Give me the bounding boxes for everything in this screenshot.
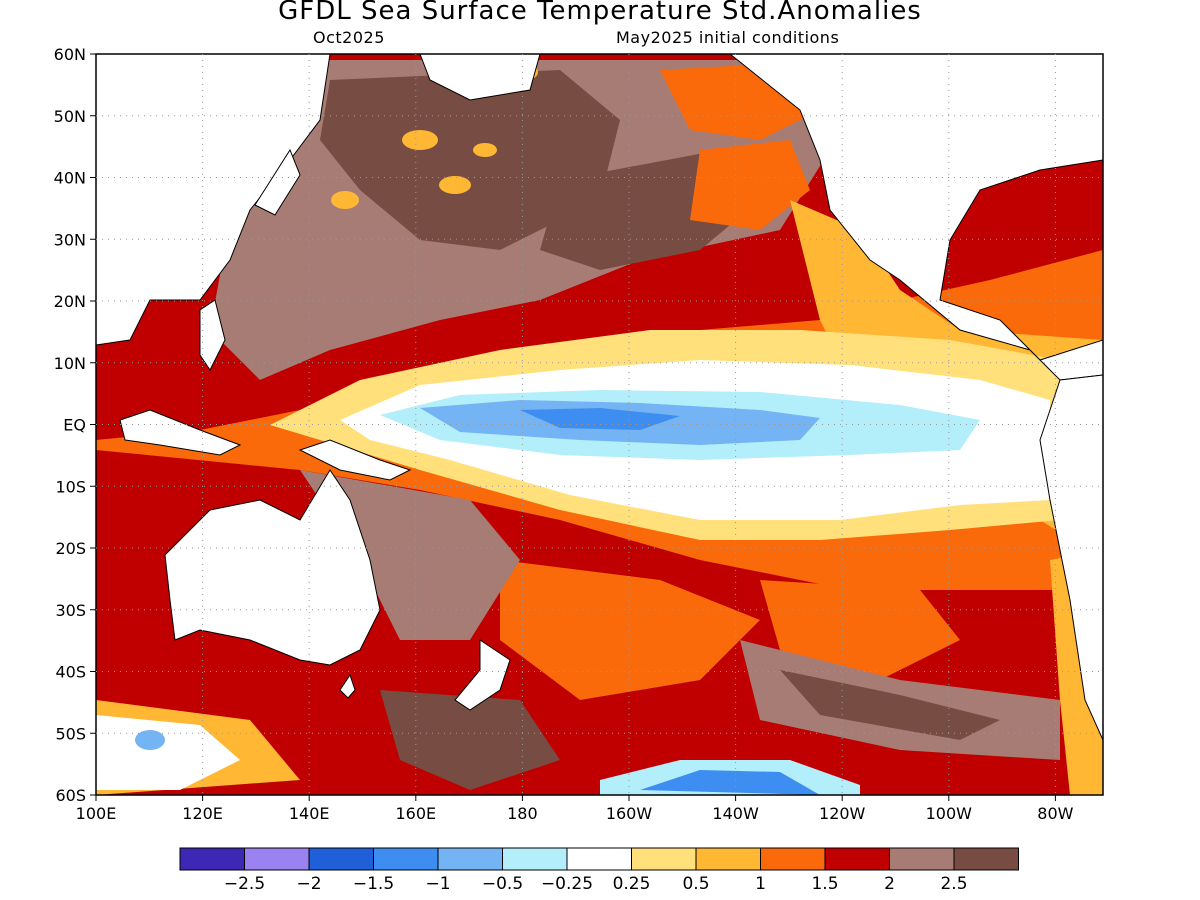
- colorbar-swatch: [631, 847, 697, 871]
- colorbar-swatch: [760, 847, 826, 871]
- colorbar-swatch: [695, 847, 761, 871]
- colorbar-swatch: [437, 847, 503, 871]
- longitude-label: 120E: [182, 804, 223, 823]
- colorbar-label: −1: [425, 874, 450, 894]
- latitude-label: 10N: [54, 354, 86, 373]
- latitude-label: 30S: [55, 601, 86, 620]
- coral-sea-very-warm: [300, 470, 520, 640]
- colorbar-label: −2: [296, 874, 321, 894]
- colorbar-label: −2.5: [224, 874, 265, 894]
- japan-land: [254, 148, 301, 216]
- latitude-label: EQ: [63, 416, 86, 435]
- colorbar-label: 2.5: [940, 874, 967, 894]
- colorbar-label: −1.5: [353, 874, 394, 894]
- warm-eddy: [402, 130, 438, 150]
- latitude-label: 20S: [55, 539, 86, 558]
- colorbar-swatch: [824, 847, 890, 871]
- lead-time-label: Oct2025: [313, 28, 385, 47]
- longitude-label: 100W: [926, 804, 973, 823]
- new-zealand-land: [454, 639, 511, 711]
- colorbar-swatch: [953, 847, 1019, 871]
- tasman-extreme-warm: [380, 690, 560, 790]
- south-america-land: [1039, 374, 1103, 741]
- colorbar-swatch: [308, 847, 374, 871]
- colorbar: −2.5 −2 −1.5 −1 −0.5 −0.25 0.25 0.5 1 1.5 2 2.5: [179, 847, 1019, 894]
- colorbar-label: −0.5: [482, 874, 523, 894]
- asia-land: [96, 54, 331, 346]
- tasmania-land: [339, 673, 356, 699]
- south-pacific-moderate-2: [760, 580, 960, 680]
- colorbar-label: 0.25: [613, 874, 651, 894]
- colorbar-swatch: [502, 847, 568, 871]
- colorbar-swatch: [566, 847, 632, 871]
- north-pacific-pocket-2: [690, 140, 810, 230]
- latitude-label: 20N: [54, 292, 86, 311]
- anomaly-field: [96, 54, 1103, 795]
- latitude-label: 50N: [54, 107, 86, 126]
- warm-eddy: [473, 143, 497, 157]
- longitude-label: 120W: [819, 804, 866, 823]
- colorbar-label: 2: [884, 874, 895, 894]
- north-america-land: [729, 54, 1103, 381]
- north-pacific-extreme-warm-1: [320, 70, 620, 250]
- longitude-label: 160E: [395, 804, 436, 823]
- australia-land: [164, 469, 381, 666]
- latitude-label: 30N: [54, 230, 86, 249]
- map-title: GFDL Sea Surface Temperature Std.Anomali…: [278, 0, 922, 26]
- latitude-label: 40S: [55, 663, 86, 682]
- longitude-label: 100E: [76, 804, 117, 823]
- warm-eddy: [331, 191, 359, 209]
- latitude-label: 40N: [54, 169, 86, 188]
- south-pacific-moderate-1: [500, 560, 760, 700]
- longitude-label: 140E: [289, 804, 330, 823]
- axis-labels: 60N50N40N30N20N10NEQ10S20S30S40S50S60S10…: [54, 45, 1074, 823]
- latitude-label: 50S: [55, 724, 86, 743]
- longitude-label: 180: [507, 804, 538, 823]
- southeast-pacific-extreme-warm: [780, 670, 1000, 740]
- equatorial-coolest-patch: [520, 408, 680, 430]
- colorbar-label: 1.5: [811, 874, 838, 894]
- southern-ocean-cool: [135, 730, 165, 750]
- latitude-label: 10S: [55, 477, 86, 496]
- colorbar-swatch: [244, 847, 310, 871]
- latitude-label: 60N: [54, 45, 86, 64]
- kamchatka-land: [419, 54, 541, 101]
- warm-eddy: [439, 176, 471, 194]
- latitude-label: 60S: [55, 786, 86, 805]
- longitude-label: 140W: [712, 804, 759, 823]
- colorbar-label: 1: [755, 874, 766, 894]
- colorbar-label: 0.5: [682, 874, 709, 894]
- colorbar-swatch: [889, 847, 955, 871]
- colorbar-swatch: [373, 847, 439, 871]
- longitude-label: 160W: [606, 804, 653, 823]
- longitude-label: 80W: [1037, 804, 1073, 823]
- initial-conditions-label: May2025 initial conditions: [616, 28, 840, 47]
- colorbar-label: −0.25: [541, 874, 593, 894]
- southern-ocean-cooler: [640, 770, 820, 795]
- philippines-land: [199, 299, 226, 371]
- borneo-land: [119, 409, 242, 456]
- colorbar-swatch: [179, 847, 245, 871]
- new-guinea-land: [298, 439, 412, 481]
